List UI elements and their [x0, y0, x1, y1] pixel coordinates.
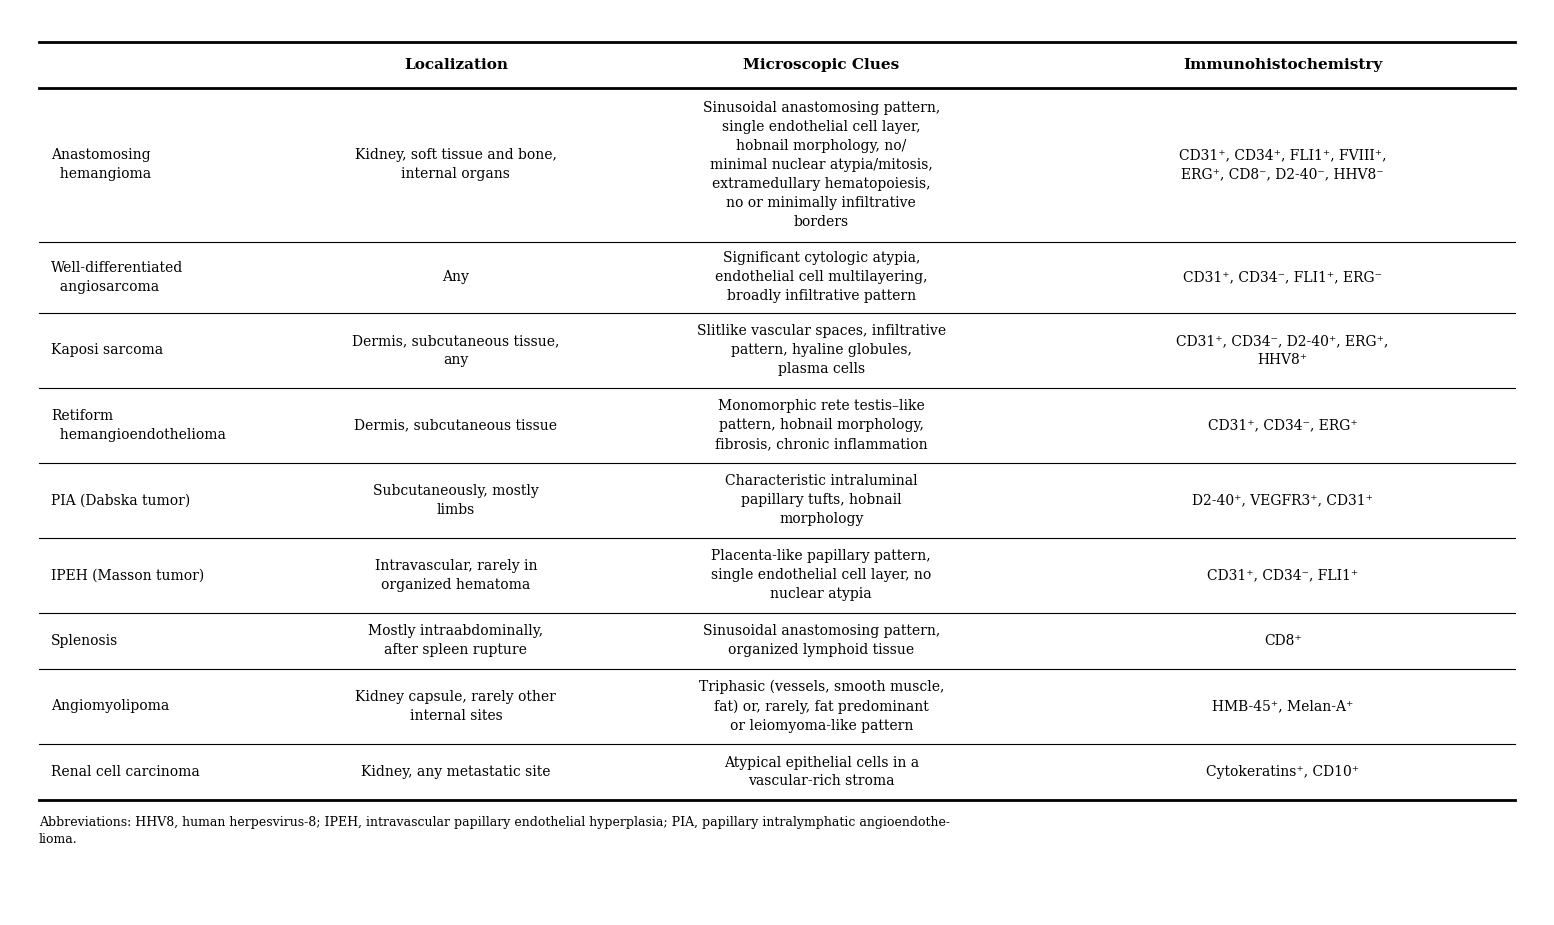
Text: Well-differentiated
  angiosarcoma: Well-differentiated angiosarcoma — [51, 261, 183, 294]
Text: Significant cytologic atypia,
endothelial cell multilayering,
broadly infiltrati: Significant cytologic atypia, endothelia… — [715, 252, 928, 303]
Text: Kidney capsule, rarely other
internal sites: Kidney capsule, rarely other internal si… — [356, 690, 556, 722]
Text: Placenta-like papillary pattern,
single endothelial cell layer, no
nuclear atypi: Placenta-like papillary pattern, single … — [712, 549, 931, 601]
Text: CD31⁺, CD34⁺, FLI1⁺, FVIII⁺,
ERG⁺, CD8⁻, D2-40⁻, HHV8⁻: CD31⁺, CD34⁺, FLI1⁺, FVIII⁺, ERG⁺, CD8⁻,… — [1179, 148, 1386, 181]
Text: Splenosis: Splenosis — [51, 634, 118, 647]
Text: HMB-45⁺, Melan-A⁺: HMB-45⁺, Melan-A⁺ — [1212, 699, 1354, 713]
Text: Sinusoidal anastomosing pattern,
organized lymphoid tissue: Sinusoidal anastomosing pattern, organiz… — [702, 624, 940, 658]
Text: Kidney, any metastatic site: Kidney, any metastatic site — [361, 765, 550, 779]
Text: PIA (Dabska tumor): PIA (Dabska tumor) — [51, 493, 191, 507]
Text: Abbreviations: HHV8, human herpesvirus-8; IPEH, intravascular papillary endothel: Abbreviations: HHV8, human herpesvirus-8… — [39, 816, 949, 845]
Text: CD31⁺, CD34⁻, FLI1⁺: CD31⁺, CD34⁻, FLI1⁺ — [1207, 568, 1358, 582]
Text: Angiomyolipoma: Angiomyolipoma — [51, 699, 169, 713]
Text: Triphasic (vessels, smooth muscle,
fat) or, rarely, fat predominant
or leiomyoma: Triphasic (vessels, smooth muscle, fat) … — [699, 680, 943, 733]
Text: Any: Any — [443, 270, 469, 284]
Text: Monomorphic rete testis–like
pattern, hobnail morphology,
fibrosis, chronic infl: Monomorphic rete testis–like pattern, ho… — [715, 400, 928, 451]
Text: Retiform
  hemangioendothelioma: Retiform hemangioendothelioma — [51, 409, 227, 442]
Text: Cytokeratins⁺, CD10⁺: Cytokeratins⁺, CD10⁺ — [1206, 765, 1360, 779]
Text: Renal cell carcinoma: Renal cell carcinoma — [51, 765, 200, 779]
Text: CD31⁺, CD34⁻, D2-40⁺, ERG⁺,
HHV8⁺: CD31⁺, CD34⁻, D2-40⁺, ERG⁺, HHV8⁺ — [1176, 334, 1389, 366]
Text: Subcutaneously, mostly
limbs: Subcutaneously, mostly limbs — [373, 484, 539, 517]
Text: Kidney, soft tissue and bone,
internal organs: Kidney, soft tissue and bone, internal o… — [354, 148, 556, 181]
Text: CD31⁺, CD34⁻, FLI1⁺, ERG⁻: CD31⁺, CD34⁻, FLI1⁺, ERG⁻ — [1183, 270, 1382, 284]
Text: Immunohistochemistry: Immunohistochemistry — [1183, 57, 1382, 72]
Text: Microscopic Clues: Microscopic Clues — [743, 57, 900, 72]
Text: Atypical epithelial cells in a
vascular-rich stroma: Atypical epithelial cells in a vascular-… — [724, 756, 918, 788]
Text: Kaposi sarcoma: Kaposi sarcoma — [51, 343, 163, 357]
Text: CD31⁺, CD34⁻, ERG⁺: CD31⁺, CD34⁻, ERG⁺ — [1207, 418, 1358, 432]
Text: Characteristic intraluminal
papillary tufts, hobnail
morphology: Characteristic intraluminal papillary tu… — [726, 475, 917, 526]
Text: Mostly intraabdominally,
after spleen rupture: Mostly intraabdominally, after spleen ru… — [368, 624, 544, 658]
Text: Sinusoidal anastomosing pattern,
single endothelial cell layer,
hobnail morpholo: Sinusoidal anastomosing pattern, single … — [702, 101, 940, 228]
Text: Dermis, subcutaneous tissue,
any: Dermis, subcutaneous tissue, any — [353, 334, 559, 366]
Text: CD8⁺: CD8⁺ — [1263, 634, 1302, 647]
Text: Intravascular, rarely in
organized hematoma: Intravascular, rarely in organized hemat… — [375, 559, 538, 592]
Text: Localization: Localization — [404, 57, 508, 72]
Text: D2-40⁺, VEGFR3⁺, CD31⁺: D2-40⁺, VEGFR3⁺, CD31⁺ — [1192, 493, 1374, 507]
Text: Slitlike vascular spaces, infiltrative
pattern, hyaline globules,
plasma cells: Slitlike vascular spaces, infiltrative p… — [696, 325, 946, 376]
Text: Anastomosing
  hemangioma: Anastomosing hemangioma — [51, 148, 151, 181]
Text: IPEH (Masson tumor): IPEH (Masson tumor) — [51, 568, 205, 582]
Text: Dermis, subcutaneous tissue: Dermis, subcutaneous tissue — [354, 418, 558, 432]
